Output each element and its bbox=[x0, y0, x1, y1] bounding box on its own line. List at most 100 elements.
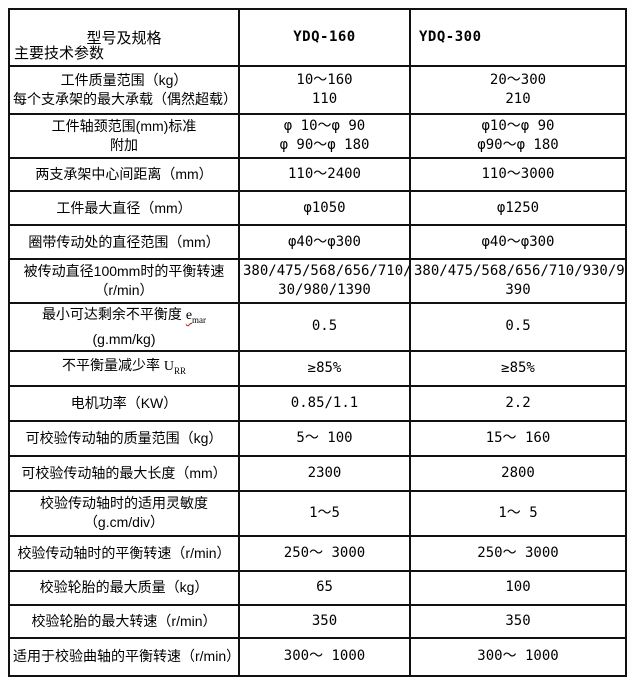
cell-text-line: 校验传动轴时的平衡转速（r/min） bbox=[17, 544, 231, 561]
cell-ydq300: φ10～φ 90 φ90～φ 180 bbox=[409, 113, 627, 159]
cell-text-line: 65 bbox=[316, 579, 333, 596]
cell-text-line: 210 bbox=[505, 91, 531, 107]
table-row: 可校验传动轴的最大长度（mm） 2300 2800 bbox=[8, 454, 627, 492]
cell-text-line: φ1050 bbox=[303, 199, 346, 216]
table-row: 工件轴颈范围(mm)标准 附加 φ 10～φ 90 φ 90～φ 180 φ10～φ 9… bbox=[8, 113, 627, 159]
table-row: 工件最大直径（mm） φ1050 φ1250 bbox=[8, 190, 627, 226]
row-label: 校验轮胎的最大转速（r/min） bbox=[8, 603, 240, 639]
cell-ydq300: φ40～φ300 bbox=[409, 224, 627, 260]
cell-text-line: 不平衡量减少率 URR bbox=[61, 356, 187, 376]
cell-text-line: 工件最大直径（mm） bbox=[56, 199, 192, 216]
cell-text-line: 被传动直径100mm时的平衡转速 bbox=[23, 263, 225, 279]
cell-text-line: 附加 bbox=[110, 137, 138, 153]
cell-text-line: 350 bbox=[505, 612, 531, 629]
cell-ydq300: 15～ 160 bbox=[409, 419, 627, 457]
cell-text-line: 0.5 bbox=[505, 318, 531, 335]
cell-ydq300: 100 bbox=[409, 569, 627, 606]
header-col-ydq300: YDQ-300 bbox=[409, 8, 627, 67]
cell-ydq300: 20～300 210 bbox=[409, 65, 627, 115]
cell-text-line: 15～ 160 bbox=[485, 429, 551, 446]
cell-text-line: 0.5 bbox=[311, 318, 338, 335]
header-col-ydq160: YDQ-160 bbox=[238, 8, 411, 67]
cell-ydq300: ≥85% bbox=[409, 349, 627, 387]
cell-text-line: 工件轴颈范围(mm)标准 bbox=[51, 118, 197, 134]
cell-text-line: 圈带传动处的直径范围（mm） bbox=[28, 233, 220, 250]
cell-ydq160: 300～ 1000 bbox=[238, 636, 411, 677]
table-row: 圈带传动处的直径范围（mm） φ40～φ300 φ40～φ300 bbox=[8, 224, 627, 260]
cell-ydq160: 350 bbox=[238, 603, 411, 639]
cell-ydq160: 0.85/1.1 bbox=[238, 384, 411, 422]
table-row: 不平衡量减少率 URR ≥85% ≥85% bbox=[8, 349, 627, 387]
header-corner-top-label: 型号及规格 bbox=[86, 30, 162, 47]
row-label: 工件最大直径（mm） bbox=[8, 190, 240, 226]
row-label: 电机功率（KW） bbox=[8, 384, 240, 422]
cell-ydq160: φ1050 bbox=[238, 190, 411, 226]
cell-ydq300: φ1250 bbox=[409, 190, 627, 226]
table-row: 两支承架中心间距离（mm） 110～2400 110～3000 bbox=[8, 157, 627, 192]
cell-text-line: 110～3000 bbox=[481, 166, 555, 182]
row-label: 校验传动轴时的适用灵敏度 （g.cm/div） bbox=[8, 489, 240, 537]
cell-text-line: 20～300 bbox=[489, 72, 547, 88]
cell-text-line: 1～ 5 bbox=[498, 504, 538, 521]
table-row: 校验轮胎的最大质量（kg） 65 100 bbox=[8, 569, 627, 606]
cell-text-line: 350 bbox=[311, 612, 338, 629]
cell-text-line: φ 10～φ 90 bbox=[283, 118, 366, 134]
cell-ydq160: 110～2400 bbox=[238, 157, 411, 192]
cell-text-line: （r/min） bbox=[94, 282, 154, 298]
cell-ydq300: 1～ 5 bbox=[409, 489, 627, 537]
cell-ydq160: 250～ 3000 bbox=[238, 534, 411, 572]
cell-ydq160: φ 10～φ 90 φ 90～φ 180 bbox=[238, 113, 411, 159]
cell-text-line: 可校验传动轴的最大长度（mm） bbox=[21, 464, 227, 481]
cell-ydq300: 110～3000 bbox=[409, 157, 627, 192]
cell-ydq160: 10～160 110 bbox=[238, 65, 411, 115]
cell-text-line: 工件质量范围（kg） bbox=[60, 72, 188, 88]
row-label: 两支承架中心间距离（mm） bbox=[8, 157, 240, 192]
row-label: 校验传动轴时的平衡转速（r/min） bbox=[8, 534, 240, 572]
cell-text-line: 可校验传动轴的质量范围（kg） bbox=[25, 429, 223, 446]
cell-ydq300: 380/475/568/656/710/930/980/1 390 bbox=[409, 258, 627, 304]
cell-text-line: 380/475/568/656/710/930/980/1 bbox=[414, 263, 625, 279]
cell-text-line: 380/475/568/656/710/9 bbox=[243, 263, 410, 279]
cell-ydq160: 2300 bbox=[238, 454, 411, 492]
cell-ydq300: 250～ 3000 bbox=[409, 534, 627, 572]
cell-text-line: 0.85/1.1 bbox=[290, 394, 359, 411]
cell-text-line: 250～ 3000 bbox=[283, 544, 366, 561]
cell-text-line: φ 90～φ 180 bbox=[279, 137, 370, 153]
cell-text-line: φ40～φ300 bbox=[287, 233, 361, 250]
table-row: 可校验传动轴的质量范围（kg） 5～ 100 15～ 160 bbox=[8, 419, 627, 457]
cell-text-line: 390 bbox=[505, 282, 531, 298]
cell-ydq300: 0.5 bbox=[409, 302, 627, 352]
row-label: 工件质量范围（kg） 每个支承架的最大承载（偶然超载） bbox=[8, 65, 240, 115]
cell-ydq160: 65 bbox=[238, 569, 411, 606]
cell-text-line: ≥85% bbox=[307, 359, 342, 376]
residual-unbalance-symbol: emar bbox=[185, 308, 207, 325]
cell-text-line: 1～5 bbox=[309, 504, 340, 521]
table-row: 电机功率（KW） 0.85/1.1 2.2 bbox=[8, 384, 627, 422]
symbol-base: e bbox=[185, 308, 193, 323]
unbalance-reduction-symbol: URR bbox=[164, 359, 186, 376]
cell-text-line: 2.2 bbox=[505, 394, 531, 411]
symbol-subscript: mar bbox=[192, 314, 207, 325]
cell-text-line: φ10～φ 90 bbox=[481, 118, 555, 134]
cell-text-line: 每个支承架的最大承载（偶然超载） bbox=[13, 91, 237, 107]
table-row: 校验轮胎的最大转速（r/min） 350 350 bbox=[8, 603, 627, 639]
cell-ydq160: 380/475/568/656/710/9 30/980/1390 bbox=[238, 258, 411, 304]
cell-ydq300: 300～ 1000 bbox=[409, 636, 627, 677]
cell-text-line: 10～160 bbox=[296, 72, 353, 88]
cell-text-line: 2800 bbox=[501, 464, 535, 481]
cell-text-line: 电机功率（KW） bbox=[70, 394, 178, 411]
row-label: 校验轮胎的最大质量（kg） bbox=[8, 569, 240, 606]
row-label: 圈带传动处的直径范围（mm） bbox=[8, 224, 240, 260]
cell-text-line: 300～ 1000 bbox=[283, 648, 366, 665]
cell-text-line: 两支承架中心间距离（mm） bbox=[35, 166, 213, 182]
cell-text-line: 30/980/1390 bbox=[278, 282, 371, 298]
row-label: 适用于校验曲轴的平衡转速（r/min） bbox=[8, 636, 240, 677]
row-label: 最小可达剩余不平衡度 emar (g.mm/kg) bbox=[8, 302, 240, 352]
cell-ydq160: 1～5 bbox=[238, 489, 411, 537]
cell-ydq160: ≥85% bbox=[238, 349, 411, 387]
header-corner-bottom-label: 主要技术参数 bbox=[14, 45, 105, 62]
cell-ydq300: 350 bbox=[409, 603, 627, 639]
row-label: 可校验传动轴的最大长度（mm） bbox=[8, 454, 240, 492]
table-row: 校验传动轴时的适用灵敏度 （g.cm/div） 1～5 1～ 5 bbox=[8, 489, 627, 537]
row-label: 被传动直径100mm时的平衡转速 （r/min） bbox=[8, 258, 240, 304]
